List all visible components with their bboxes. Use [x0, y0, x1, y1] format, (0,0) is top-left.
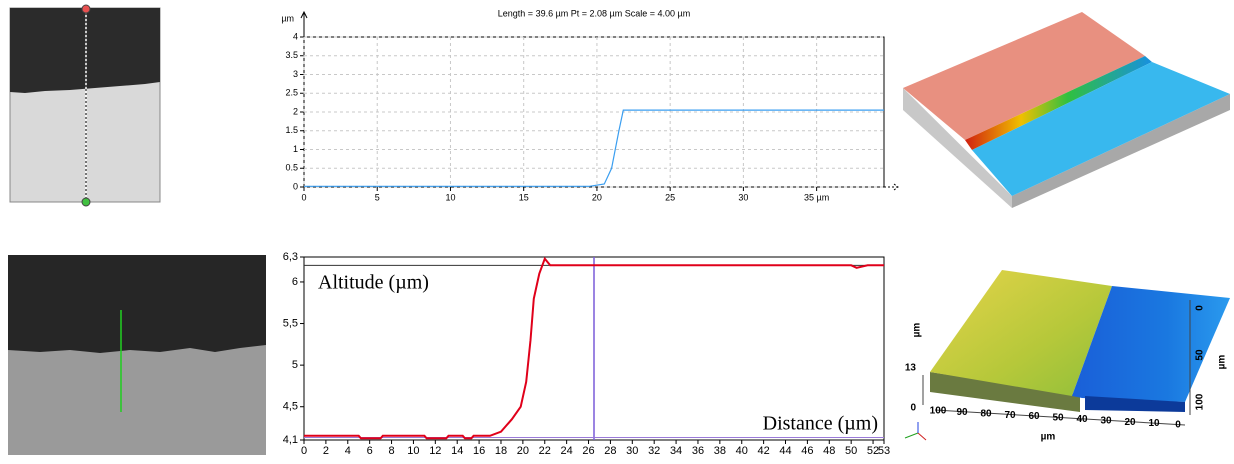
- x-tick-label: 38: [714, 445, 726, 457]
- x-tick-label: 25: [665, 192, 675, 202]
- x-tick-label: 40: [1076, 414, 1088, 425]
- x-tick-label: 80: [980, 408, 992, 419]
- x-tick-label: 42: [757, 445, 769, 457]
- x-tick-label: 52: [867, 445, 879, 457]
- x-axis-label: µm: [1041, 432, 1056, 443]
- x-tick-label: 36: [692, 445, 704, 457]
- y-axis-arrow: [300, 10, 308, 37]
- x-tick-label: 28: [604, 445, 616, 457]
- x-tick-label: 35 µm: [804, 192, 829, 202]
- z-tick-label: 0: [910, 403, 916, 414]
- x-tick-label: 48: [823, 445, 835, 457]
- y-tick-label: 5,5: [283, 317, 298, 329]
- x-tick-label: 12: [429, 445, 441, 457]
- y-tick-label: 0: [1195, 305, 1206, 311]
- z-tick-label: 13: [905, 363, 917, 374]
- x-tick-label: 18: [495, 445, 507, 457]
- y-tick-label: 2.5: [285, 88, 298, 98]
- z-axis-label: µm: [912, 323, 923, 338]
- y-tick-label: 6: [292, 276, 298, 288]
- y-tick-label: 50: [1195, 349, 1206, 361]
- x-tick-label: 50: [1052, 413, 1064, 424]
- x-tick-label: 22: [539, 445, 551, 457]
- y-tick-label: 4: [293, 31, 298, 41]
- x-tick-label: 15: [519, 192, 529, 202]
- y-tick-label: 0: [293, 181, 298, 191]
- x-tick-label: 46: [801, 445, 813, 457]
- x-tick-label: 0: [301, 445, 307, 457]
- x-tick-label: 0: [1175, 420, 1181, 431]
- x-tick-label: 26: [582, 445, 594, 457]
- surface-3d-bottom: [904, 270, 1230, 441]
- y-unit: µm: [281, 13, 294, 23]
- chart-title: Length = 39.6 µm Pt = 2.08 µm Scale = 4.…: [498, 8, 690, 18]
- micrograph-bottom: [8, 255, 266, 455]
- y-tick-label: 0.5: [285, 163, 298, 173]
- y-tick-label: 1: [293, 144, 298, 154]
- y-tick-label: 4,1: [283, 434, 298, 446]
- annotation: Altitude (µm): [318, 272, 429, 294]
- x-tick-label: 30: [626, 445, 638, 457]
- data-line: [304, 256, 884, 440]
- x-tick-label: 34: [670, 445, 682, 457]
- y-tick-label: 2: [293, 106, 298, 116]
- x-tick-label: 60: [1028, 411, 1040, 422]
- x-tick-label: 4: [345, 445, 351, 457]
- y-tick-label: 4,5: [283, 401, 298, 413]
- x-tick-label: 6: [367, 445, 373, 457]
- data-line: [304, 109, 884, 187]
- x-tick-label: 0: [301, 192, 306, 202]
- x-tick-label: 30: [1100, 415, 1112, 426]
- x-tick-label: 50: [845, 445, 857, 457]
- x-tick-label: 20: [517, 445, 529, 457]
- x-tick-label: 70: [1004, 410, 1016, 421]
- y-tick-label: 3: [293, 69, 298, 79]
- surface-3d-top: [903, 12, 1230, 208]
- x-tick-label: 20: [592, 192, 602, 202]
- x-tick-label: 14: [451, 445, 463, 457]
- x-tick-label: 53: [878, 445, 890, 457]
- y-tick-label: 3.5: [285, 50, 298, 60]
- y-tick-label: 5: [292, 359, 298, 371]
- x-tick-label: 8: [388, 445, 394, 457]
- y-axis-label: µm: [1217, 355, 1228, 370]
- x-axis-arrow: [884, 183, 899, 191]
- x-tick-label: 24: [561, 445, 573, 457]
- x-tick-label: 16: [473, 445, 485, 457]
- x-tick-label: 5: [375, 192, 380, 202]
- y-tick-label: 100: [1195, 393, 1206, 410]
- x-tick-label: 40: [736, 445, 748, 457]
- x-tick-label: 10: [407, 445, 419, 457]
- x-tick-label: 90: [956, 407, 968, 418]
- x-tick-label: 10: [445, 192, 455, 202]
- x-tick-label: 20: [1124, 417, 1136, 428]
- y-tick-label: 6,3: [283, 251, 298, 263]
- annotation: Distance (µm): [763, 413, 878, 435]
- x-tick-label: 30: [738, 192, 748, 202]
- x-tick-label: 44: [779, 445, 791, 457]
- x-tick-label: 32: [648, 445, 660, 457]
- x-tick-label: 2: [323, 445, 329, 457]
- y-tick-label: 1.5: [285, 125, 298, 135]
- x-tick-label: 100: [930, 406, 947, 417]
- x-tick-label: 10: [1148, 418, 1160, 429]
- micrograph-top: [9, 4, 161, 207]
